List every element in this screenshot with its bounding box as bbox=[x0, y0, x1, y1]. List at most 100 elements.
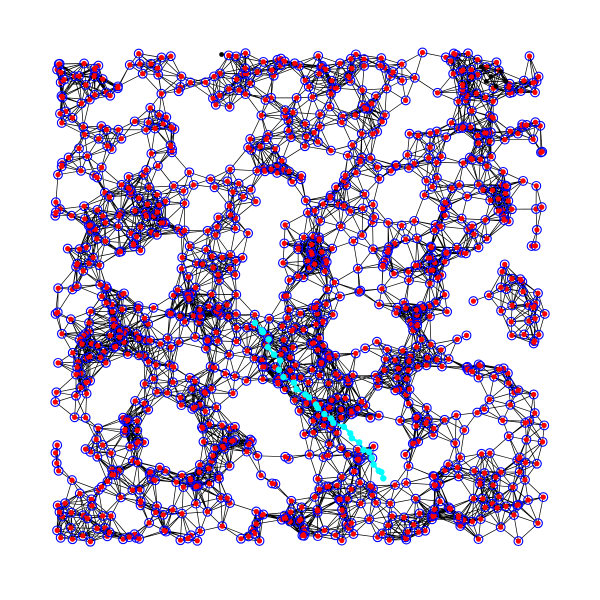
graph-node bbox=[127, 485, 138, 495]
graph-node bbox=[178, 185, 189, 196]
graph-node bbox=[209, 182, 220, 193]
graph-node bbox=[440, 197, 451, 208]
graph-node bbox=[214, 473, 224, 484]
graph-node bbox=[537, 436, 548, 447]
graph-node bbox=[439, 414, 450, 425]
graph-node bbox=[392, 372, 403, 383]
graph-node bbox=[530, 117, 541, 128]
graph-node bbox=[403, 162, 414, 173]
graph-node bbox=[483, 290, 494, 301]
graph-node bbox=[395, 415, 406, 426]
graph-node bbox=[453, 511, 464, 522]
graph-node bbox=[288, 107, 298, 118]
graph-node bbox=[184, 167, 195, 178]
highlighted-path-node bbox=[305, 394, 313, 401]
graph-node bbox=[481, 233, 492, 244]
graph-node bbox=[135, 496, 146, 507]
graph-node bbox=[381, 83, 392, 94]
graph-node bbox=[404, 384, 415, 395]
graph-node bbox=[506, 204, 517, 215]
graph-node bbox=[530, 313, 541, 324]
graph-node bbox=[134, 533, 145, 544]
graph-node bbox=[336, 471, 347, 482]
graph-node bbox=[499, 134, 510, 145]
graph-node bbox=[56, 328, 67, 339]
graph-node bbox=[89, 63, 100, 74]
graph-node bbox=[139, 378, 150, 389]
graph-node bbox=[102, 476, 113, 487]
graph-node bbox=[166, 308, 177, 319]
graph-node bbox=[252, 67, 263, 77]
graph-node bbox=[446, 183, 457, 194]
graph-node bbox=[84, 317, 95, 328]
graph-node bbox=[110, 341, 121, 352]
graph-node bbox=[314, 235, 325, 246]
highlighted-path-node bbox=[251, 319, 259, 327]
graph-node bbox=[133, 333, 144, 344]
graph-node bbox=[310, 302, 321, 313]
graph-node bbox=[177, 252, 188, 263]
graph-node bbox=[210, 99, 221, 110]
graph-node bbox=[243, 228, 254, 239]
graph-node bbox=[223, 50, 234, 61]
graph-node bbox=[243, 531, 254, 542]
graph-node bbox=[175, 535, 186, 546]
graph-node bbox=[485, 195, 496, 206]
graph-node bbox=[488, 112, 499, 123]
graph-node bbox=[148, 373, 159, 384]
graph-node bbox=[289, 395, 300, 406]
graph-node bbox=[495, 467, 506, 478]
graph-node bbox=[303, 377, 314, 388]
graph-node bbox=[290, 360, 301, 371]
graph-node bbox=[518, 75, 529, 86]
graph-node bbox=[450, 438, 461, 449]
graph-node bbox=[367, 128, 378, 139]
graph-node bbox=[467, 516, 478, 527]
graph-node bbox=[123, 171, 134, 182]
graph-node bbox=[79, 201, 90, 212]
graph-node bbox=[466, 64, 477, 75]
graph-node bbox=[231, 289, 242, 300]
graph-node bbox=[533, 288, 543, 299]
graph-node bbox=[241, 446, 252, 457]
graph-node bbox=[364, 514, 375, 525]
graph-node bbox=[536, 202, 547, 213]
graph-node bbox=[466, 71, 477, 82]
graph-node bbox=[231, 336, 242, 347]
graph-node bbox=[422, 352, 433, 363]
graph-node bbox=[308, 415, 319, 426]
graph-node bbox=[241, 322, 252, 333]
graph-node bbox=[515, 86, 526, 96]
graph-node bbox=[189, 402, 200, 413]
graph-node bbox=[184, 294, 194, 305]
graph-node bbox=[354, 286, 365, 297]
graph-node bbox=[439, 210, 450, 221]
graph-node bbox=[376, 283, 387, 294]
graph-node bbox=[168, 377, 178, 388]
graph-node bbox=[299, 141, 310, 152]
graph-node bbox=[455, 452, 466, 463]
graph-node bbox=[478, 184, 488, 195]
graph-node bbox=[408, 519, 419, 530]
graph-node bbox=[189, 376, 200, 387]
graph-node bbox=[141, 211, 152, 222]
graph-node bbox=[95, 352, 106, 363]
graph-node bbox=[96, 291, 107, 302]
graph-node bbox=[96, 481, 107, 492]
graph-node bbox=[77, 339, 88, 349]
cluster-node bbox=[483, 79, 489, 84]
graph-node bbox=[124, 59, 135, 70]
graph-node bbox=[431, 172, 442, 183]
graph-node bbox=[445, 504, 456, 514]
highlighted-path-node bbox=[314, 404, 322, 412]
graph-node bbox=[144, 517, 155, 528]
graph-node bbox=[79, 129, 90, 140]
cluster-node bbox=[498, 69, 504, 74]
graph-node bbox=[372, 162, 383, 173]
graph-node bbox=[384, 535, 395, 546]
graph-node bbox=[299, 530, 309, 541]
graph-node bbox=[291, 92, 302, 103]
graph-node bbox=[231, 74, 242, 85]
graph-node bbox=[467, 366, 478, 377]
graph-node bbox=[176, 263, 187, 274]
